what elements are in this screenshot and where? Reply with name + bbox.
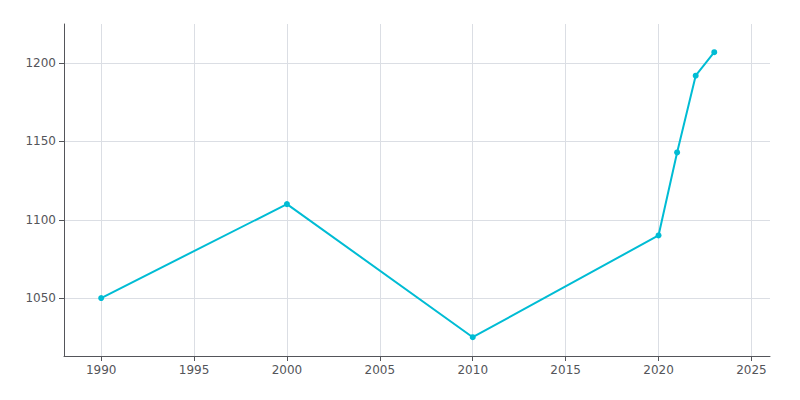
- svg-text:2000: 2000: [272, 363, 303, 377]
- svg-text:2020: 2020: [643, 363, 674, 377]
- svg-text:1050: 1050: [25, 291, 56, 305]
- svg-text:1150: 1150: [25, 134, 56, 148]
- svg-text:1100: 1100: [25, 213, 56, 227]
- svg-text:1990: 1990: [86, 363, 117, 377]
- svg-text:1995: 1995: [179, 363, 210, 377]
- svg-text:2005: 2005: [365, 363, 396, 377]
- svg-text:2010: 2010: [457, 363, 488, 377]
- svg-text:2015: 2015: [550, 363, 581, 377]
- svg-text:1200: 1200: [25, 56, 56, 70]
- svg-text:2025: 2025: [736, 363, 767, 377]
